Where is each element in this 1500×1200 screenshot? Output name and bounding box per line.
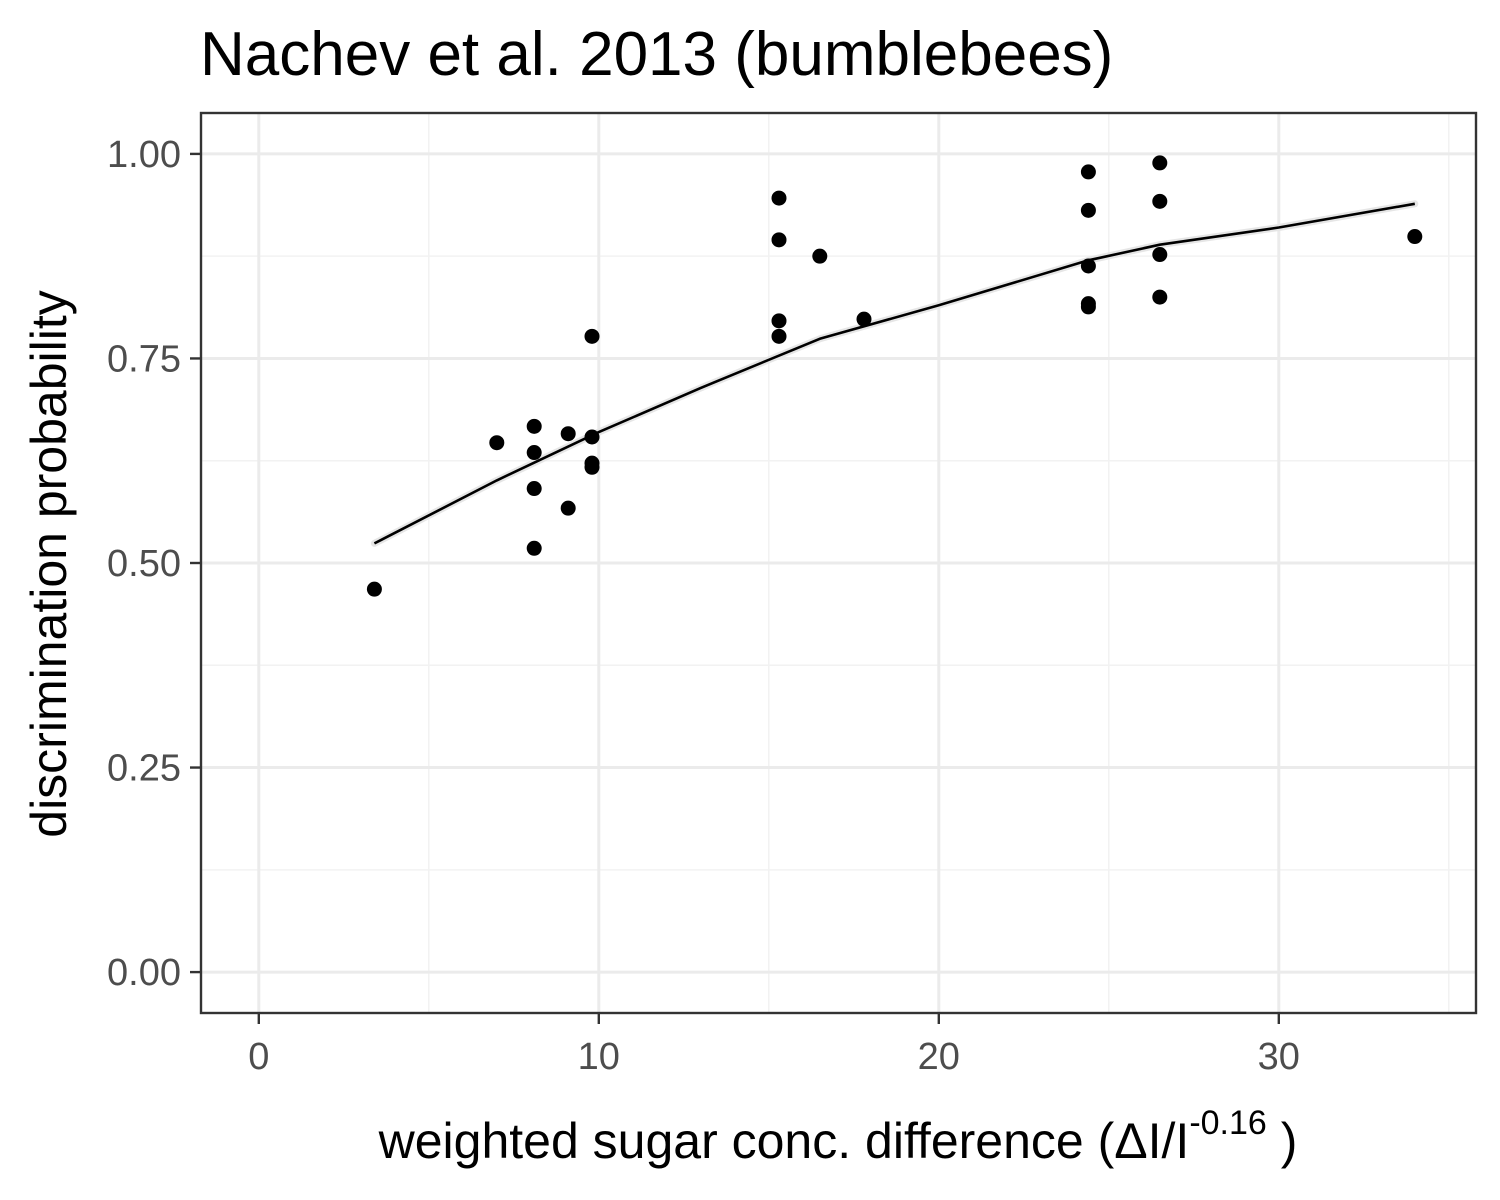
data-point bbox=[526, 540, 542, 556]
data-point bbox=[771, 232, 787, 248]
y-axis-label: discrimination probability bbox=[21, 290, 77, 837]
data-point bbox=[812, 248, 828, 264]
data-point bbox=[1152, 193, 1168, 209]
data-point bbox=[560, 426, 576, 442]
data-point bbox=[560, 500, 576, 516]
fit-line-group bbox=[370, 200, 1419, 547]
axis-ticks bbox=[190, 152, 1281, 1024]
data-point bbox=[366, 581, 382, 597]
data-point bbox=[1080, 299, 1096, 315]
x-axis-label-superscript: -0.16 bbox=[1189, 1104, 1267, 1142]
data-point bbox=[584, 328, 600, 344]
chart-title: Nachev et al. 2013 (bumblebees) bbox=[200, 20, 1113, 89]
y-tick-label: 0.75 bbox=[107, 338, 181, 380]
data-point bbox=[771, 313, 787, 329]
data-point bbox=[1407, 229, 1423, 245]
data-point bbox=[526, 445, 542, 461]
data-point bbox=[1080, 258, 1096, 274]
x-tick-label: 30 bbox=[1258, 1036, 1300, 1078]
data-point bbox=[1080, 202, 1096, 218]
data-point bbox=[771, 328, 787, 344]
y-tick-label: 0.50 bbox=[107, 543, 181, 585]
y-tick-labels: 0.00 0.25 0.50 0.75 1.00 bbox=[107, 134, 181, 994]
x-tick-label: 0 bbox=[248, 1036, 269, 1078]
y-tick-label: 0.00 bbox=[107, 952, 181, 994]
x-tick-label: 10 bbox=[578, 1036, 620, 1078]
x-axis-label-close: ) bbox=[1267, 1113, 1298, 1169]
data-point bbox=[856, 311, 872, 327]
y-tick-label: 1.00 bbox=[107, 134, 181, 176]
points-group bbox=[366, 155, 1423, 597]
data-point bbox=[489, 435, 505, 451]
plot-border bbox=[199, 111, 1478, 1015]
grid-major bbox=[201, 113, 1476, 1013]
data-point bbox=[1152, 155, 1168, 171]
data-point bbox=[526, 418, 542, 434]
x-axis-label-main: weighted sugar conc. difference (ΔI/I bbox=[378, 1113, 1190, 1169]
fit-line bbox=[373, 202, 1416, 545]
data-point bbox=[1152, 247, 1168, 263]
x-axis-label: weighted sugar conc. difference (ΔI/I-0.… bbox=[378, 1104, 1298, 1169]
y-tick-label: 0.25 bbox=[107, 748, 181, 790]
x-tick-label: 20 bbox=[918, 1036, 960, 1078]
data-point bbox=[526, 481, 542, 497]
data-point bbox=[771, 190, 787, 206]
data-point bbox=[584, 459, 600, 475]
x-tick-labels: 0 10 20 30 bbox=[248, 1036, 1300, 1078]
data-point bbox=[1080, 164, 1096, 180]
data-point bbox=[584, 429, 600, 445]
data-point bbox=[1152, 289, 1168, 305]
